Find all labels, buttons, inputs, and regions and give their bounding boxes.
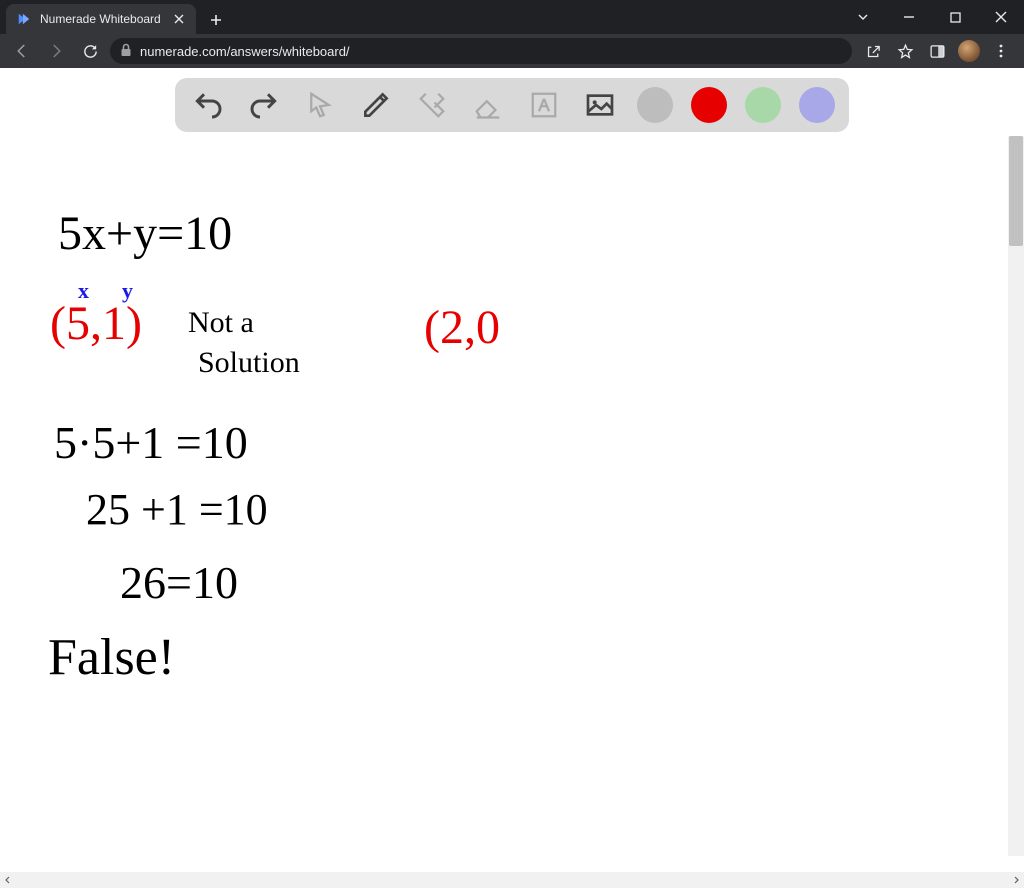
page-content: 5x+y=10xy(5,1)Not aSolution(2,05·5+1 =10… (0, 68, 1024, 872)
window-maximize-icon[interactable] (932, 0, 978, 34)
nav-back-button[interactable] (8, 37, 36, 65)
share-icon[interactable] (858, 37, 888, 65)
redo-tool-button[interactable] (245, 86, 283, 124)
bookmark-star-icon[interactable] (890, 37, 920, 65)
eraser-tool-button[interactable] (469, 86, 507, 124)
tab-close-icon[interactable] (172, 12, 186, 26)
color-swatch-3[interactable] (799, 87, 835, 123)
browser-addressbar: numerade.com/answers/whiteboard/ (0, 34, 1024, 68)
vertical-scrollbar[interactable] (1008, 136, 1024, 856)
whiteboard-canvas[interactable]: 5x+y=10xy(5,1)Not aSolution(2,05·5+1 =10… (0, 68, 1024, 872)
hscroll-left-arrow[interactable] (0, 872, 16, 888)
handwriting-text: Not a (188, 306, 254, 340)
handwriting-text: 5x+y=10 (58, 206, 232, 261)
whiteboard-toolbar (175, 78, 849, 132)
browser-titlebar: Numerade Whiteboard (0, 0, 1024, 34)
handwriting-text: 5·5+1 =10 (54, 416, 248, 469)
text-tool-button[interactable] (525, 86, 563, 124)
handwriting-text: (2,0 (424, 300, 500, 355)
profile-avatar[interactable] (954, 37, 984, 65)
handwriting-text: 25 +1 =10 (86, 484, 268, 535)
nav-forward-button[interactable] (42, 37, 70, 65)
avatar-icon (958, 40, 980, 62)
hscroll-right-arrow[interactable] (1008, 872, 1024, 888)
window-close-icon[interactable] (978, 0, 1024, 34)
window-controls (840, 0, 1024, 34)
browser-menu-icon[interactable] (986, 37, 1016, 65)
color-swatch-0[interactable] (637, 87, 673, 123)
tab-favicon (16, 11, 32, 27)
color-swatch-2[interactable] (745, 87, 781, 123)
tools-tool-button[interactable] (413, 86, 451, 124)
handwriting-text: (5,1) (50, 296, 142, 351)
horizontal-scrollbar[interactable] (0, 872, 1024, 888)
vertical-scrollbar-thumb[interactable] (1009, 136, 1023, 246)
url-input[interactable]: numerade.com/answers/whiteboard/ (110, 38, 852, 64)
pointer-tool-button[interactable] (301, 86, 339, 124)
lock-icon (120, 43, 132, 60)
handwriting-text: Solution (198, 346, 300, 380)
url-text: numerade.com/answers/whiteboard/ (140, 44, 350, 59)
undo-tool-button[interactable] (189, 86, 227, 124)
handwriting-text: 26=10 (120, 556, 238, 609)
image-tool-button[interactable] (581, 86, 619, 124)
browser-tab[interactable]: Numerade Whiteboard (6, 4, 196, 34)
color-swatch-1[interactable] (691, 87, 727, 123)
tab-title: Numerade Whiteboard (40, 12, 164, 26)
handwriting-text: False! (48, 628, 175, 687)
side-panel-icon[interactable] (922, 37, 952, 65)
nav-reload-button[interactable] (76, 37, 104, 65)
window-caret-down-icon[interactable] (840, 0, 886, 34)
window-minimize-icon[interactable] (886, 0, 932, 34)
new-tab-button[interactable] (202, 6, 230, 34)
pencil-tool-button[interactable] (357, 86, 395, 124)
